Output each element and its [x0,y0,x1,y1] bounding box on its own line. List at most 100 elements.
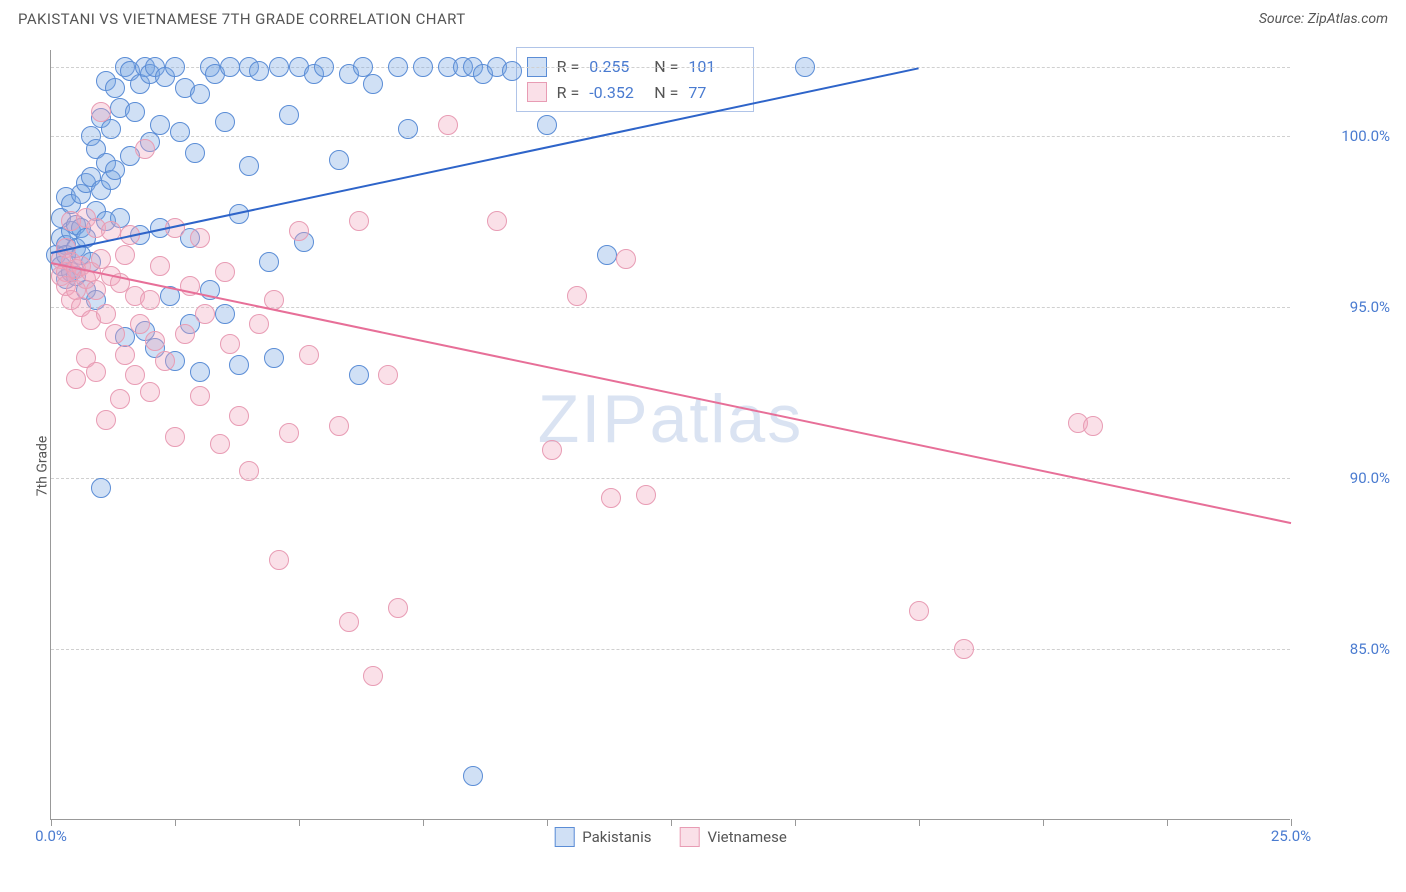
stat-n-value: 77 [688,80,743,106]
x-tick-mark [795,819,796,826]
data-point [239,461,259,481]
data-point [378,365,398,385]
data-point [502,61,522,81]
data-point [175,324,195,344]
data-point [299,345,319,365]
data-point [314,57,334,77]
stat-n-label: N = [654,80,678,106]
regression-line [51,262,1291,524]
data-point [249,314,269,334]
x-tick-mark [547,819,548,826]
legend-item: Pakistanis [554,827,651,847]
data-point [91,102,111,122]
data-point [150,115,170,135]
x-tick-mark [1291,819,1292,826]
data-point [105,324,125,344]
legend-bottom: PakistanisVietnamese [554,827,787,847]
data-point [264,348,284,368]
data-point [349,365,369,385]
x-tick-label: 25.0% [1271,827,1311,845]
y-axis-label: 7th Grade [34,436,50,497]
data-point [105,78,125,98]
data-point [279,105,299,125]
data-point [86,362,106,382]
y-tick-label: 90.0% [1300,469,1390,487]
data-point [190,84,210,104]
y-tick-label: 85.0% [1300,640,1390,658]
gridline [51,478,1290,479]
legend-swatch [554,827,574,847]
data-point [135,139,155,159]
stat-r-label: R = [557,80,580,106]
stats-legend-box: R =0.255N =101R =-0.352N =77 [516,47,755,112]
data-point [463,766,483,786]
data-point [388,598,408,618]
data-point [438,115,458,135]
data-point [195,304,215,324]
x-tick-mark [919,819,920,826]
data-point [115,245,135,265]
data-point [140,290,160,310]
legend-label: Pakistanis [582,828,651,846]
data-point [363,74,383,94]
data-point [954,639,974,659]
data-point [363,666,383,686]
data-point [269,57,289,77]
data-point [616,249,636,269]
data-point [215,304,235,324]
chart-title: PAKISTANI VS VIETNAMESE 7TH GRADE CORREL… [18,10,466,28]
data-point [140,382,160,402]
x-tick-mark [1167,819,1168,826]
data-point [220,57,240,77]
data-point [220,334,240,354]
data-point [349,211,369,231]
stats-row: R = -0.352 N = 77 [527,80,744,106]
x-tick-label: 0.0% [35,827,67,845]
data-point [279,423,299,443]
data-point [170,122,190,142]
data-point [190,386,210,406]
data-point [259,252,279,272]
data-point [537,115,557,135]
data-point [130,314,150,334]
source-label: Source: ZipAtlas.com [1259,11,1388,27]
data-point [1083,416,1103,436]
data-point [101,119,121,139]
data-point [601,488,621,508]
data-point [115,345,135,365]
data-point [542,440,562,460]
data-point [215,112,235,132]
data-point [190,362,210,382]
gridline [51,307,1290,308]
data-point [249,61,269,81]
data-point [269,550,289,570]
data-point [229,406,249,426]
data-point [413,57,433,77]
x-tick-mark [671,819,672,826]
data-point [329,150,349,170]
data-point [125,102,145,122]
data-point [185,143,205,163]
gridline [51,136,1290,137]
data-point [66,369,86,389]
data-point [909,601,929,621]
y-tick-label: 100.0% [1300,127,1390,145]
stat-r-value: -0.352 [589,80,644,106]
data-point [597,245,617,265]
data-point [329,416,349,436]
data-point [155,351,175,371]
data-point [567,286,587,306]
data-point [110,389,130,409]
legend-swatch [679,827,699,847]
x-tick-mark [299,819,300,826]
data-point [150,256,170,276]
gridline [51,649,1290,650]
data-point [398,119,418,139]
data-point [91,478,111,498]
data-point [145,331,165,351]
x-tick-mark [423,819,424,826]
x-tick-mark [1043,819,1044,826]
data-point [96,410,116,430]
data-point [636,485,656,505]
data-point [96,304,116,324]
